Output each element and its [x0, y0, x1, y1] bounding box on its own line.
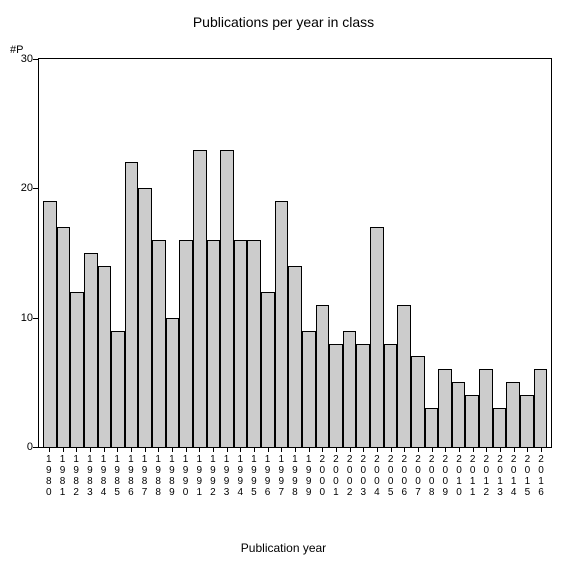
bar [288, 266, 302, 447]
x-tick-label: 2009 [438, 450, 452, 498]
bar [329, 344, 343, 447]
bar [506, 382, 520, 447]
x-tick-label: 1994 [233, 450, 247, 498]
x-tick-label: 1986 [124, 450, 138, 498]
bar [275, 201, 289, 447]
bar [397, 305, 411, 447]
y-tick-label: 10 [11, 312, 33, 324]
bar [111, 331, 125, 447]
bar [84, 253, 98, 447]
bar [193, 150, 207, 447]
chart-container: Publications per year in class #P 010203… [0, 0, 567, 567]
x-tick-label: 2010 [452, 450, 466, 498]
x-tick-label: 1983 [83, 450, 97, 498]
x-tick-label: 1997 [274, 450, 288, 498]
x-tick-label: 1993 [220, 450, 234, 498]
x-tick-label: 1982 [69, 450, 83, 498]
x-tick-label: 1996 [261, 450, 275, 498]
x-tick-label: 2003 [356, 450, 370, 498]
x-tick-label: 2001 [329, 450, 343, 498]
y-tick [33, 59, 39, 60]
bar [370, 227, 384, 447]
x-tick-label: 1981 [56, 450, 70, 498]
bar [207, 240, 221, 447]
x-tick-label: 1998 [288, 450, 302, 498]
bar [465, 395, 479, 447]
x-tick-label: 1995 [247, 450, 261, 498]
bar [261, 292, 275, 447]
bar [43, 201, 57, 447]
x-tick-label: 1991 [192, 450, 206, 498]
bar [316, 305, 330, 447]
plot-area: 0102030 [38, 58, 552, 448]
x-tick-label: 1985 [110, 450, 124, 498]
bar [438, 369, 452, 447]
x-tick-label: 1987 [138, 450, 152, 498]
x-tick-label: 1992 [206, 450, 220, 498]
y-tick [33, 188, 39, 189]
bar [166, 318, 180, 447]
x-tick-label: 1999 [302, 450, 316, 498]
x-tick-label: 2008 [425, 450, 439, 498]
bar [125, 162, 139, 447]
x-axis-label: Publication year [0, 541, 567, 555]
bar [411, 356, 425, 447]
bar [493, 408, 507, 447]
bar [520, 395, 534, 447]
x-tick-label: 2013 [493, 450, 507, 498]
x-tick-label: 1990 [179, 450, 193, 498]
bar [57, 227, 71, 447]
x-tick-label: 2002 [343, 450, 357, 498]
bar [220, 150, 234, 447]
x-tick-label: 2016 [534, 450, 548, 498]
bar [384, 344, 398, 447]
y-tick-label: 0 [11, 441, 33, 453]
bar [479, 369, 493, 447]
x-tick-label: 2000 [315, 450, 329, 498]
x-labels: 1980198119821983198419851986198719881989… [38, 450, 552, 498]
y-tick [33, 318, 39, 319]
chart-title: Publications per year in class [0, 14, 567, 30]
bar [534, 369, 548, 447]
x-tick-label: 2004 [370, 450, 384, 498]
x-tick-label: 1980 [42, 450, 56, 498]
bar [234, 240, 248, 447]
x-tick-label: 2014 [507, 450, 521, 498]
x-tick-label: 2015 [521, 450, 535, 498]
x-tick-label: 2006 [397, 450, 411, 498]
x-tick-label: 2007 [411, 450, 425, 498]
x-tick-label: 2011 [466, 450, 480, 498]
bar [138, 188, 152, 447]
bar [179, 240, 193, 447]
y-tick-label: 20 [11, 182, 33, 194]
bar [70, 292, 84, 447]
x-tick-label: 1984 [97, 450, 111, 498]
bar [98, 266, 112, 447]
x-tick-label: 1989 [165, 450, 179, 498]
x-tick-label: 2012 [480, 450, 494, 498]
bar [452, 382, 466, 447]
bar [247, 240, 261, 447]
x-tick-label: 2005 [384, 450, 398, 498]
bar [356, 344, 370, 447]
bar [425, 408, 439, 447]
bar [152, 240, 166, 447]
bar [343, 331, 357, 447]
bars-group [39, 59, 551, 447]
x-tick-label: 1988 [151, 450, 165, 498]
y-tick-label: 30 [11, 53, 33, 65]
bar [302, 331, 316, 447]
